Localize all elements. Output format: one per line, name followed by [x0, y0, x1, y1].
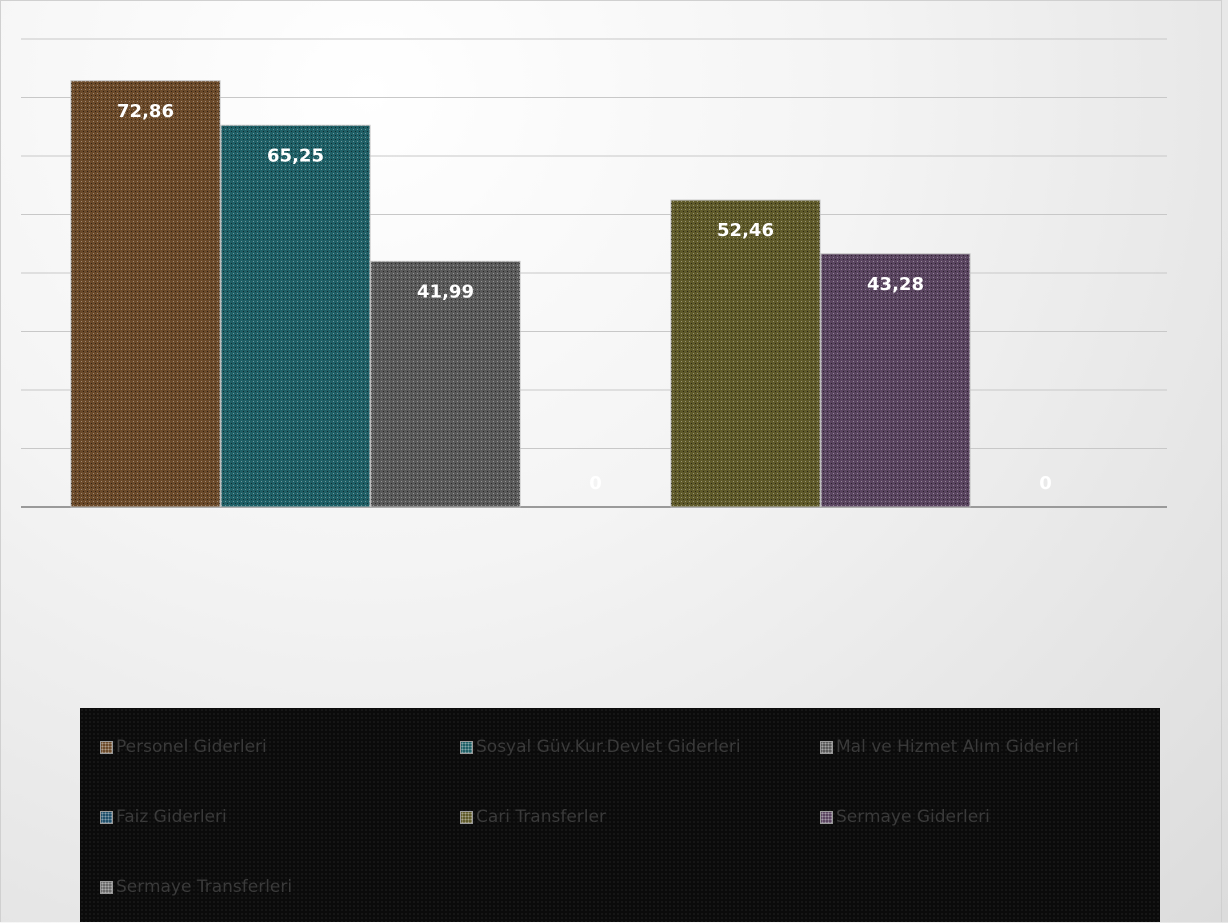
- legend-item: Cari Transferler: [460, 807, 606, 827]
- data-label: 0: [589, 473, 602, 494]
- data-label: 65,25: [267, 145, 324, 166]
- legend-swatch: [460, 810, 473, 824]
- legend-label: Faiz Giderleri: [116, 807, 227, 827]
- bar-texture: [821, 253, 970, 507]
- legend-item: Personel Giderleri: [100, 737, 267, 757]
- data-label: 0: [1039, 473, 1052, 494]
- legend-label: Personel Giderleri: [116, 737, 267, 757]
- legend-swatch: [820, 740, 833, 754]
- legend-label: Sosyal Güv.Kur.Devlet Giderleri: [476, 737, 741, 757]
- legend-item: Sermaye Transferleri: [100, 877, 292, 897]
- legend-swatch: [100, 880, 113, 894]
- data-labels: 72,86 65,25 41,99 0 52,46 43,28 0: [117, 101, 1052, 494]
- bar-texture: [221, 125, 370, 507]
- legend-label: Sermaye Giderleri: [836, 807, 990, 827]
- legend-swatch: [820, 810, 833, 824]
- bar: [370, 260, 521, 508]
- legend-swatch: [100, 740, 113, 754]
- bar: [820, 253, 971, 508]
- legend-item: Sosyal Güv.Kur.Devlet Giderleri: [460, 737, 741, 757]
- data-label: 72,86: [117, 101, 174, 122]
- legend-item: Mal ve Hizmet Alım Giderleri: [820, 737, 1079, 757]
- bar: [670, 199, 821, 508]
- data-label: 52,46: [717, 220, 774, 241]
- legend-label: Sermaye Transferleri: [116, 877, 293, 897]
- bar: [220, 124, 371, 508]
- legend: Personel Giderleri Sosyal Güv.Kur.Devlet …: [80, 708, 1160, 922]
- bar-texture: [671, 200, 820, 507]
- legend-swatch: [460, 740, 473, 754]
- bars: [70, 80, 971, 508]
- legend-item: Sermaye Giderleri: [820, 807, 990, 827]
- bar: [70, 80, 221, 508]
- legend-item: Faiz Giderleri: [100, 807, 227, 827]
- legend-swatch: [100, 810, 113, 824]
- legend-label: Mal ve Hizmet Alım Giderleri: [836, 737, 1079, 757]
- data-label: 41,99: [417, 281, 474, 302]
- bar-texture: [371, 261, 520, 507]
- bar-texture: [71, 80, 220, 508]
- data-label: 43,28: [867, 274, 924, 295]
- legend-label: Cari Transferler: [476, 807, 606, 827]
